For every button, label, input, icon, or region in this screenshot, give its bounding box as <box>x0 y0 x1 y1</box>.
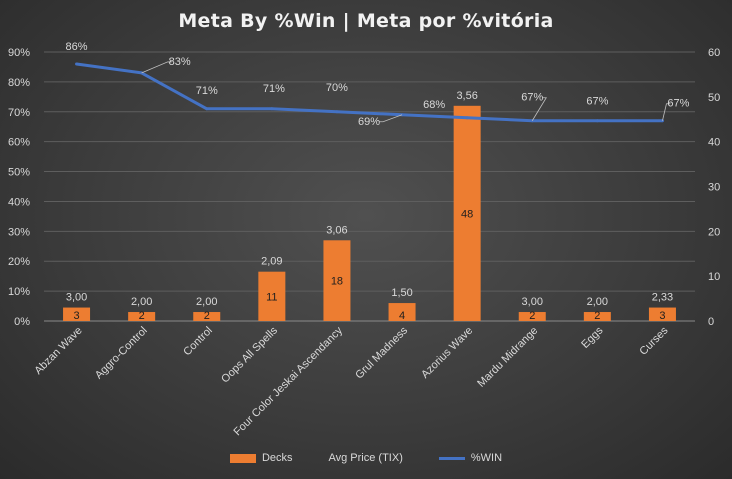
line-point-win <box>335 110 339 114</box>
avg-price-label: 2,00 <box>587 296 608 308</box>
legend-label-decks: Decks <box>261 452 293 464</box>
avg-price-label: 1,50 <box>391 287 412 299</box>
bar-decks <box>323 240 351 321</box>
bar-value-label: 4 <box>399 310 405 322</box>
bar-value-label: 3 <box>659 310 665 322</box>
bar-decks <box>453 105 481 321</box>
win-leader-line <box>379 114 403 123</box>
bar-value-label: 18 <box>331 276 343 288</box>
avg-price-label: 2,00 <box>196 296 217 308</box>
win-leader-line <box>662 103 671 121</box>
y-left-tick-label: 50% <box>8 167 30 179</box>
y-right-tick-label: 20 <box>708 226 720 238</box>
y-left-tick-label: 70% <box>8 107 30 119</box>
win-value-label: 69% <box>358 116 380 128</box>
y-left-tick-label: 20% <box>8 256 30 268</box>
avg-price-label: 3,06 <box>326 224 347 236</box>
x-category-label: Azorius Wave <box>419 325 475 381</box>
avg-price-label: 3,00 <box>66 292 87 304</box>
bar-decks <box>128 312 156 321</box>
bar-decks <box>518 312 546 321</box>
win-value-label: 71% <box>263 83 285 95</box>
legend-swatch-win <box>438 456 465 460</box>
y-right-tick-label: 0 <box>708 316 714 328</box>
x-category-label: Mardu Midrange <box>475 325 540 390</box>
y-left-tick-label: 80% <box>8 77 30 89</box>
y-right-tick-label: 30 <box>708 182 720 194</box>
legend: Decks Avg Price (TIX) %WIN <box>0 452 732 464</box>
x-category-label: Aggro-Control <box>93 325 150 382</box>
x-category-label: Control <box>181 325 215 359</box>
win-value-label: 67% <box>667 98 689 110</box>
win-value-label: 71% <box>196 85 218 97</box>
x-category-label: Curses <box>637 324 670 357</box>
line-point-win <box>465 116 469 120</box>
bar-decks <box>258 271 286 321</box>
avg-price-label: 3,56 <box>456 90 477 102</box>
win-leader-line <box>531 97 547 121</box>
legend-item-win: %WIN <box>438 452 503 464</box>
avg-price-label: 2,33 <box>652 292 673 304</box>
series-line-win <box>76 62 663 123</box>
avg-price-label: 2,09 <box>261 256 282 268</box>
x-category-label: Four Color Jeskai Ascendancy <box>232 324 346 438</box>
x-category-label: Oops All Spells <box>219 324 280 385</box>
line-point-win <box>75 62 79 66</box>
y-right-tick-label: 60 <box>708 47 720 59</box>
win-leader-line <box>141 61 172 74</box>
y-left-tick-label: 30% <box>8 226 30 238</box>
bar-value-label: 2 <box>204 310 210 322</box>
y-left-tick-label: 60% <box>8 137 30 149</box>
bar-value-label: 3 <box>73 310 79 322</box>
y-left-tick-label: 40% <box>8 196 30 208</box>
win-value-label: 70% <box>326 82 348 94</box>
avg-price-label: 2,00 <box>131 296 152 308</box>
y-right-tick-label: 50 <box>708 92 720 104</box>
legend-label-win: %WIN <box>470 452 503 464</box>
bar-value-label: 2 <box>529 310 535 322</box>
y-right-tick-label: 10 <box>708 271 720 283</box>
line-point-win <box>595 119 599 123</box>
win-value-label: 67% <box>521 92 543 104</box>
avg-price-label: 3,00 <box>522 296 543 308</box>
bar-value-label: 48 <box>461 208 473 220</box>
bar-decks <box>193 312 221 321</box>
y-left-tick-label: 90% <box>8 47 30 59</box>
bar-value-label: 2 <box>139 310 145 322</box>
bar-decks <box>648 307 676 321</box>
legend-label-avg-price: Avg Price (TIX) <box>328 452 403 464</box>
bar-value-label: 11 <box>266 291 277 303</box>
chart-title: Meta By %Win | Meta por %vitória <box>178 10 554 32</box>
win-value-label: 67% <box>586 96 608 108</box>
win-value-label: 83% <box>169 56 191 68</box>
bar-decks <box>388 303 416 321</box>
bar-value-label: 2 <box>594 310 600 322</box>
line-point-win <box>270 107 274 111</box>
bar-decks <box>63 307 91 321</box>
y-right-tick-label: 40 <box>708 137 720 149</box>
x-category-label: Grul Madness <box>353 324 410 381</box>
legend-item-decks: Decks <box>229 452 293 464</box>
legend-item-avg-price: Avg Price (TIX) <box>329 452 403 464</box>
line-point-win <box>205 107 209 111</box>
win-value-label: 86% <box>66 41 88 53</box>
legend-swatch-decks <box>229 453 256 463</box>
y-left-tick-label: 10% <box>8 286 30 298</box>
win-value-label: 68% <box>423 99 445 111</box>
x-category-label: Abzan Wave <box>32 325 84 377</box>
y-left-tick-label: 0% <box>14 316 30 328</box>
bar-decks <box>583 312 611 321</box>
x-category-label: Eggs <box>579 324 606 351</box>
